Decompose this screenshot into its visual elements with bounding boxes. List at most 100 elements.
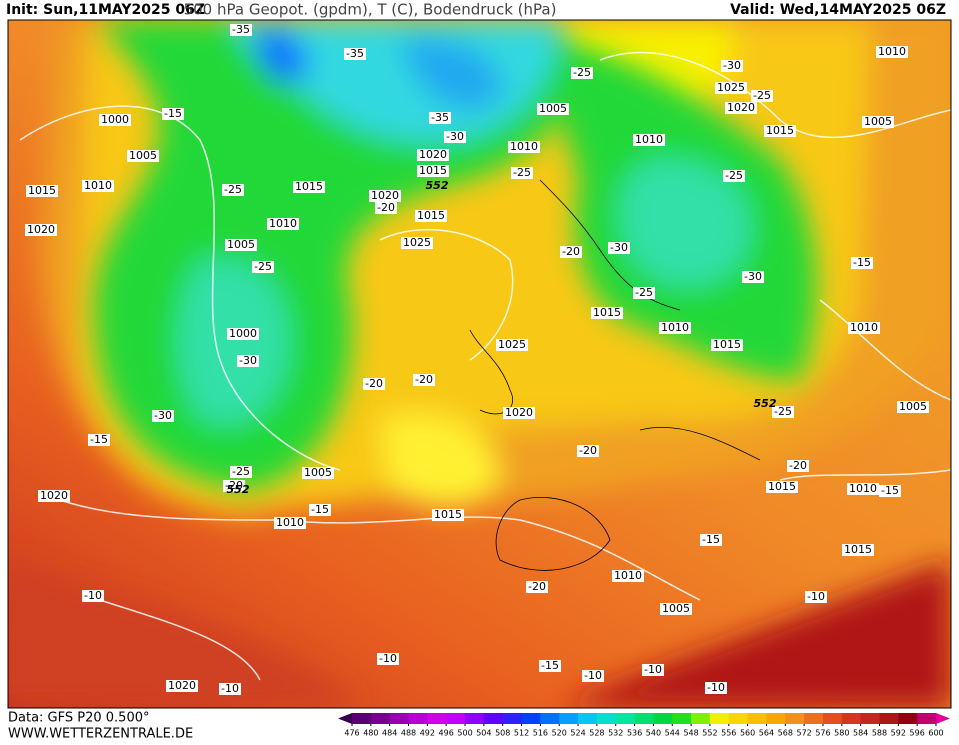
colorbar-label: 512 [514, 729, 529, 738]
colorbar-segment [446, 713, 466, 724]
colorbar-segment [766, 713, 786, 724]
pressure-label-box [847, 483, 879, 495]
temperature-label-box [582, 670, 604, 682]
colorbar-segment [465, 713, 485, 724]
pressure-label-text: 1020 [505, 406, 533, 419]
temperature-label: -15 [309, 503, 331, 516]
temperature-label-text: -10 [644, 663, 662, 676]
pressure-label-text: 1005 [864, 115, 892, 128]
temperature-label-box [787, 460, 809, 472]
pressure-label: 1010 [274, 516, 306, 529]
pressure-label: 1015 [417, 164, 449, 177]
temperature-label-text: -30 [154, 409, 172, 422]
temperature-label: -20 [560, 245, 582, 258]
colorbar-label: 564 [759, 729, 774, 738]
pressure-label-box [127, 150, 159, 162]
temperature-label: -20 [577, 444, 599, 457]
temperature-label-text: -30 [723, 59, 741, 72]
temperature-label: -25 [633, 286, 655, 299]
pressure-label-text: 1015 [766, 124, 794, 137]
pressure-label: 1005 [537, 102, 569, 115]
pressure-label-box [503, 407, 535, 419]
pressure-label: 1020 [369, 189, 401, 202]
temperature-label-box [723, 170, 745, 182]
pressure-label-box [82, 180, 114, 192]
temperature-label-text: -20 [365, 377, 383, 390]
pressure-label-box [25, 224, 57, 236]
temperature-label-text: -25 [774, 405, 792, 418]
temperature-label-box [162, 108, 184, 120]
temperature-label-box [705, 682, 727, 694]
temperature-label: -15 [851, 256, 873, 269]
colorbar-label: 576 [815, 729, 830, 738]
colorbar-label: 600 [928, 729, 943, 738]
pressure-label-box [612, 570, 644, 582]
colorbar-label: 548 [683, 729, 698, 738]
pressure-label: 1005 [302, 466, 334, 479]
pressure-label-box [764, 125, 796, 137]
pressure-label: 1025 [496, 338, 528, 351]
temperature-label: -15 [879, 484, 901, 497]
colorbar-segment [747, 713, 767, 724]
pressure-label-box [591, 307, 623, 319]
pressure-label-box [274, 517, 306, 529]
temperature-label: -30 [608, 241, 630, 254]
temperature-label: -20 [223, 479, 245, 492]
temperature-label-text: -25 [725, 169, 743, 182]
temperature-label-text: -35 [431, 111, 449, 124]
colorbar-label: 520 [552, 729, 567, 738]
pressure-label-box [432, 509, 464, 521]
temperature-label-text: -15 [881, 484, 899, 497]
temperature-label-box [82, 590, 104, 602]
pressure-label-text: 1020 [371, 189, 399, 202]
temperature-label-box [223, 480, 245, 492]
colorbar-label: 496 [439, 729, 454, 738]
temperature-label-box [222, 184, 244, 196]
temperature-label: -20 [413, 373, 435, 386]
pressure-label-text: 1025 [717, 81, 745, 94]
temperature-label: -25 [751, 89, 773, 102]
pressure-label: 1005 [897, 400, 929, 413]
pressure-label-box [876, 46, 908, 58]
colorbar-label: 540 [646, 729, 661, 738]
pressure-label-text: 1005 [539, 102, 567, 115]
temperature-label-box [344, 48, 366, 60]
pressure-label-box [99, 114, 131, 126]
pressure-label-text: 1015 [295, 180, 323, 193]
pressure-label: 1010 [508, 140, 540, 153]
colorbar-segment [898, 713, 918, 724]
pressure-label-box [842, 544, 874, 556]
temperature-label: -25 [772, 405, 794, 418]
pressure-label: 1020 [725, 101, 757, 114]
temperature-label: -30 [152, 409, 174, 422]
init-time: Init: Sun,11MAY2025 06Z [6, 2, 205, 18]
temperature-label-text: -15 [853, 256, 871, 269]
temperature-label-text: -20 [562, 245, 580, 258]
colorbar-label: 480 [363, 729, 378, 738]
pressure-label-text: 1020 [27, 223, 55, 236]
site-name: WWW.WETTERZENTRALE.DE [8, 727, 193, 742]
pressure-label: 1025 [401, 236, 433, 249]
pressure-label-box [302, 467, 334, 479]
temperature-label-box [571, 67, 593, 79]
temperature-label: -15 [162, 107, 184, 120]
pressure-label: 1010 [633, 133, 665, 146]
pressure-label: 1020 [503, 406, 535, 419]
pressure-label: 1020 [25, 223, 57, 236]
temperature-label-text: -30 [239, 354, 257, 367]
temperature-label-box [879, 485, 901, 497]
pressure-label-text: 1010 [510, 140, 538, 153]
temperature-label-text: -25 [635, 286, 653, 299]
temperature-label: -25 [252, 260, 274, 273]
colorbar-label: 556 [721, 729, 736, 738]
temperature-label-text: -20 [377, 201, 395, 214]
colorbar-segment [822, 713, 843, 724]
temperature-label: -25 [571, 66, 593, 79]
temperature-label: -10 [219, 682, 241, 695]
temperature-label-box [751, 90, 773, 102]
map-frame [7, 19, 952, 709]
pressure-label-box [401, 237, 433, 249]
pressure-label: 1020 [417, 148, 449, 161]
colorbar-label: 580 [834, 729, 849, 738]
